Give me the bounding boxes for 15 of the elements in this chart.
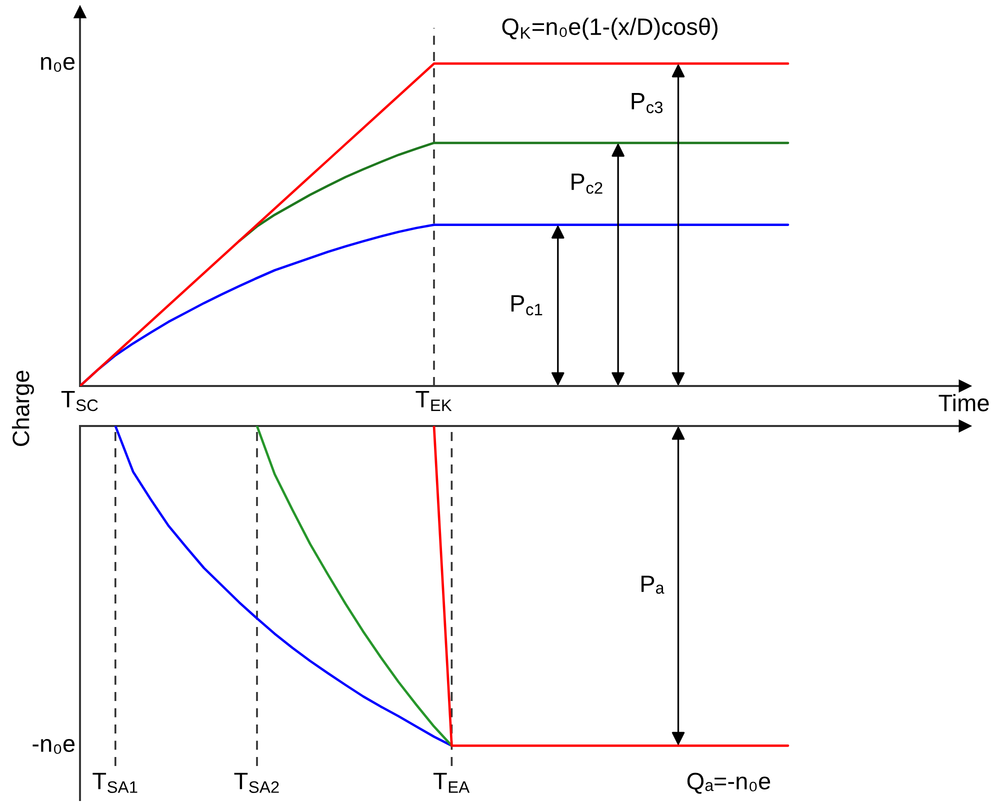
x-tick-label: T$_{SC}$ [61, 390, 98, 412]
x-tick-label: T$_{EK}$ [416, 390, 452, 411]
text: -n₀e [32, 739, 75, 754]
text: n₀e [41, 56, 75, 72]
x-tick-label: T$_{EA}$ [433, 772, 470, 793]
annotation: P$_{c3}$ [632, 93, 663, 114]
x-tick-label: T$_{SA2}$ [234, 772, 279, 793]
x-tick-label: T$_{SA1}$ [92, 772, 138, 793]
annotation: Pₐ [642, 576, 664, 594]
annotation: P$_{c2}$ [572, 174, 602, 194]
x-axis-title: Time [938, 394, 989, 412]
text: Qₐ=-n₀e [687, 772, 770, 794]
y-axis-title: Charge [12, 370, 34, 446]
text: Q$_{K}$=n₀e(1-(x/D)cosθ) [502, 18, 718, 40]
annotation: P$_{c1}$ [511, 295, 542, 316]
